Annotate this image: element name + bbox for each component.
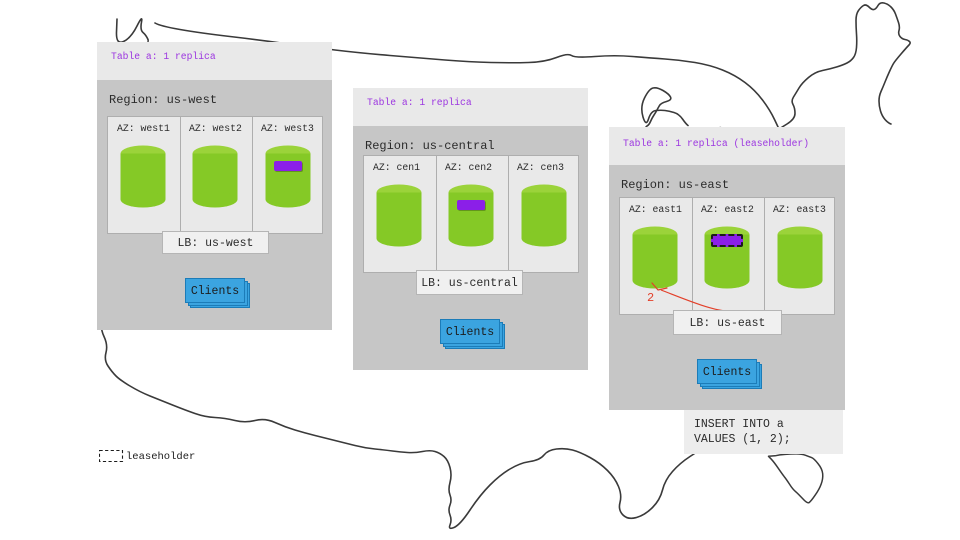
- svg-text:2: 2: [647, 291, 654, 305]
